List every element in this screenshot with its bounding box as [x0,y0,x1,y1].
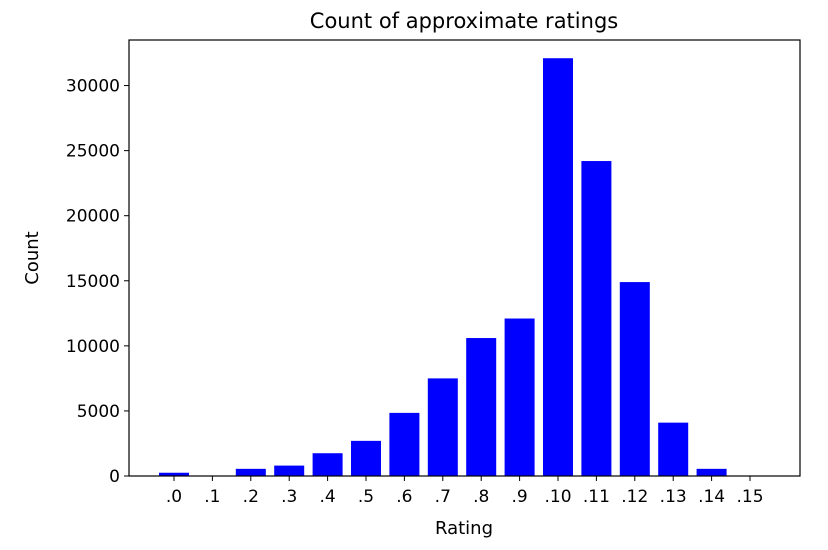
bar-6 [389,412,420,476]
x-tick-label: .10 [544,487,571,507]
y-axis-label: Count [22,231,43,284]
x-tick-label: .13 [660,487,687,507]
x-tick-label: .6 [396,487,412,507]
y-tick-label: 30000 [66,77,120,97]
x-tick-label: .5 [358,487,374,507]
plot-frame [128,39,801,477]
bar-4 [312,453,343,476]
x-tick-label: .0 [166,487,182,507]
bar-9 [504,318,535,476]
x-tick-label: .7 [435,487,451,507]
y-axis: 0 5000 10000 15000 20000 25000 30000 [66,77,129,487]
x-tick-label: .8 [473,487,489,507]
bar-12 [619,282,650,476]
x-tick-label: .14 [698,487,725,507]
x-axis: .0 .1 .2 .3 .4 .5 .6 .7 .8 .9 .10 .11 .12 .13 .14 .15 [166,476,764,507]
bar-11 [581,161,612,476]
y-tick-label: 25000 [66,142,120,162]
y-tick-label: 5000 [77,402,120,422]
x-tick-label: .11 [583,487,610,507]
y-tick-label: 10000 [66,337,120,357]
x-tick-label: .1 [204,487,220,507]
x-tick-label: .9 [511,487,527,507]
x-tick-label: .2 [243,487,259,507]
chart-title: Count of approximate ratings [310,9,618,33]
x-tick-label: .15 [736,487,763,507]
bar-0 [159,472,189,476]
y-tick-label: 15000 [66,272,120,292]
bars-group [159,58,765,477]
y-tick-label: 20000 [66,207,120,227]
bar-5 [351,440,381,476]
bar-14 [696,468,727,476]
bar-13 [658,422,689,476]
y-tick-label: 0 [109,467,120,487]
bar-8 [466,338,497,476]
bar-2 [235,468,266,476]
x-tick-label: .12 [621,487,648,507]
bar-10 [543,58,573,477]
x-axis-label: Rating [435,518,493,539]
bar-3 [274,465,305,476]
x-tick-label: .3 [281,487,297,507]
x-tick-label: .4 [319,487,335,507]
bar-7 [427,378,458,476]
